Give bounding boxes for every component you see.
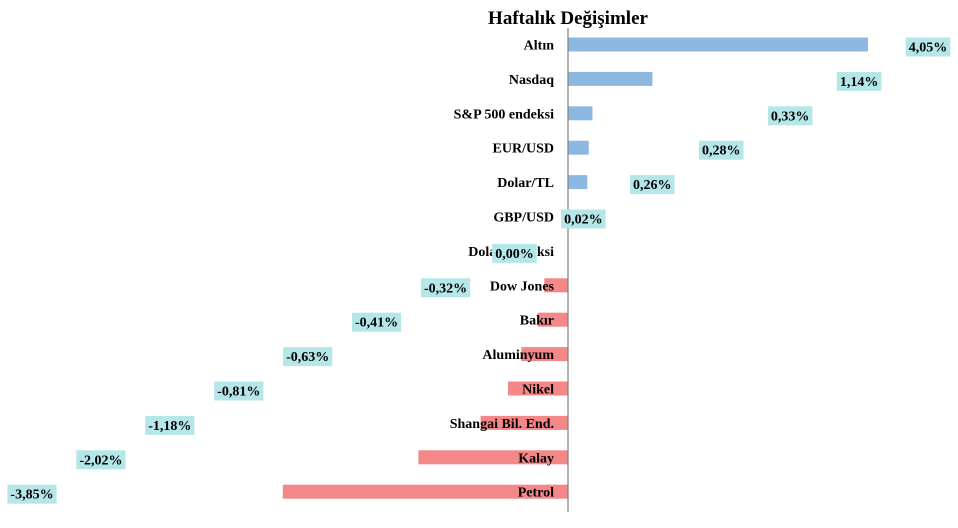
data-label-bg-shangai-bil-end [145, 415, 195, 435]
data-label-bg-alt-n [905, 37, 951, 57]
data-label-text-aluminyum: -0,63% [286, 350, 329, 365]
data-label-bak-r: -0,41% [352, 312, 402, 332]
data-label-s-p-500-endeksi: 0,33% [767, 106, 813, 126]
data-label-petrol: -3,85% [7, 484, 57, 504]
bar-eur-usd [568, 140, 589, 155]
bar-nikel [508, 381, 568, 396]
category-label-dow-jones: Dow Jones [490, 279, 555, 294]
data-label-gbp-usd: 0,02% [561, 209, 606, 229]
data-label-bg-dolar-endeksi [492, 243, 537, 263]
data-label-kalay: -2,02% [76, 450, 126, 470]
data-label-aluminyum: -0,63% [283, 347, 333, 367]
bars-layer [282, 37, 868, 499]
category-label-shangai-bil-end: Shangai Bil. End. [450, 417, 554, 432]
category-labels-layer: Altın Nasdaq S&P 500 endeksi EUR/USD Dolar/T… [450, 39, 555, 501]
category-label-gbp-usd: GBP/USD [493, 211, 554, 226]
data-label-dolar-endeksi: 0,00% [492, 243, 537, 263]
data-label-bg-eur-usd [698, 140, 744, 160]
data-label-text-dow-jones: -0,32% [424, 281, 467, 296]
bar-dow-jones [544, 278, 568, 293]
data-label-bg-nikel [214, 381, 264, 401]
data-label-nikel: -0,81% [214, 381, 264, 401]
data-label-bg-nasdaq [836, 71, 882, 91]
category-label-nikel: Nikel [522, 383, 554, 398]
data-label-text-dolar-tl: 0,26% [633, 178, 672, 193]
data-label-bg-dolar-tl [630, 175, 675, 195]
category-label-nasdaq: Nasdaq [509, 73, 554, 88]
category-label-s-p-500-endeksi: S&P 500 endeksi [454, 107, 554, 122]
category-label-kalay: Kalay [518, 451, 554, 466]
data-label-text-gbp-usd: 0,02% [564, 213, 603, 228]
data-label-bg-bak-r [352, 312, 402, 332]
data-label-text-dolar-endeksi: 0,00% [495, 247, 534, 262]
data-label-bg-gbp-usd [561, 209, 606, 229]
bar-shangai-bil-end [480, 415, 568, 430]
data-label-bg-kalay [76, 450, 126, 470]
bar-bak-r [537, 312, 568, 327]
data-label-text-petrol: -3,85% [10, 488, 53, 503]
data-label-alt-n: 4,05% [905, 37, 951, 57]
data-label-dolar-tl: 0,26% [630, 175, 675, 195]
data-label-text-s-p-500-endeksi: 0,33% [771, 109, 810, 124]
bar-alt-n [568, 37, 868, 52]
chart-title: Haftalık Değişimler [488, 8, 648, 29]
bar-petrol [282, 484, 568, 499]
category-label-dolar-tl: Dolar/TL [497, 176, 554, 191]
data-label-dow-jones: -0,32% [420, 278, 471, 298]
data-label-bg-dow-jones [420, 278, 471, 298]
category-label-eur-usd: EUR/USD [493, 142, 554, 157]
data-label-text-alt-n: 4,05% [909, 41, 948, 56]
data-label-bg-s-p-500-endeksi [767, 106, 813, 126]
bar-s-p-500-endeksi [568, 106, 593, 121]
bar-nasdaq [568, 71, 653, 86]
data-label-text-nikel: -0,81% [217, 385, 260, 400]
data-label-text-nasdaq: 1,14% [840, 75, 879, 90]
data-label-shangai-bil-end: -1,18% [145, 415, 195, 435]
category-label-bak-r: Bakır [520, 314, 554, 329]
data-labels-layer: 4,05% 1,14% 0,33% 0,28% 0,26% 0,02% 0,00% -0,32… [7, 37, 951, 504]
data-label-eur-usd: 0,28% [698, 140, 744, 160]
data-label-text-bak-r: -0,41% [355, 316, 398, 331]
data-label-text-kalay: -2,02% [79, 453, 122, 468]
data-label-text-eur-usd: 0,28% [702, 144, 741, 159]
category-label-petrol: Petrol [518, 486, 554, 501]
data-label-bg-aluminyum [283, 347, 333, 367]
bar-dolar-tl [568, 175, 588, 190]
category-label-alt-n: Altın [524, 39, 555, 54]
bar-kalay [418, 450, 568, 465]
bar-aluminyum [521, 347, 568, 362]
data-label-bg-petrol [7, 484, 57, 504]
data-label-text-shangai-bil-end: -1,18% [148, 419, 191, 434]
category-label-aluminyum: Aluminyum [482, 348, 554, 363]
data-label-nasdaq: 1,14% [836, 71, 882, 91]
